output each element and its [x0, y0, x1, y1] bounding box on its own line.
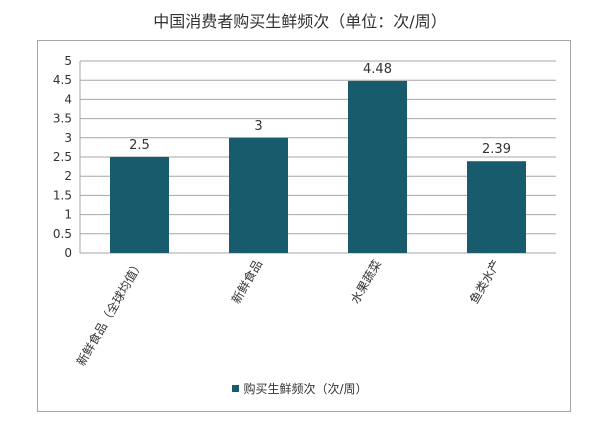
legend: 购买生鲜频次（次/周）: [0, 380, 600, 397]
data-label: 2.5: [129, 138, 150, 153]
bar: [229, 137, 288, 253]
data-label: 3: [254, 119, 262, 134]
y-tick-label: 1: [64, 208, 72, 222]
y-tick-label: 2.5: [53, 150, 72, 164]
chart-frame: [37, 40, 571, 412]
legend-label: 购买生鲜频次（次/周）: [243, 382, 368, 396]
bar: [110, 157, 169, 253]
chart-title: 中国消费者购买生鲜频次（单位：次/周）: [153, 12, 447, 31]
data-label: 2.39: [482, 142, 511, 157]
category-label: 水果蔬菜: [348, 258, 384, 307]
y-tick-label: 0.5: [53, 227, 72, 241]
y-tick-label: 2: [64, 169, 72, 183]
category-label: 鱼类水产: [467, 258, 503, 307]
y-tick-label: 1.5: [53, 188, 72, 202]
y-tick-label: 3.5: [53, 112, 72, 126]
y-tick-label: 3: [64, 131, 72, 145]
y-tick-label: 4: [64, 92, 72, 106]
y-tick-label: 0: [64, 246, 72, 260]
bar: [467, 161, 526, 253]
bar: [348, 80, 407, 253]
y-tick-label: 5: [64, 54, 72, 68]
data-label: 4.48: [363, 62, 392, 77]
y-tick-label: 4.5: [53, 73, 72, 87]
category-label: 新鲜食品: [228, 257, 265, 306]
category-label: 新鲜食品（全球均值）: [73, 257, 146, 368]
legend-swatch: [232, 385, 240, 392]
